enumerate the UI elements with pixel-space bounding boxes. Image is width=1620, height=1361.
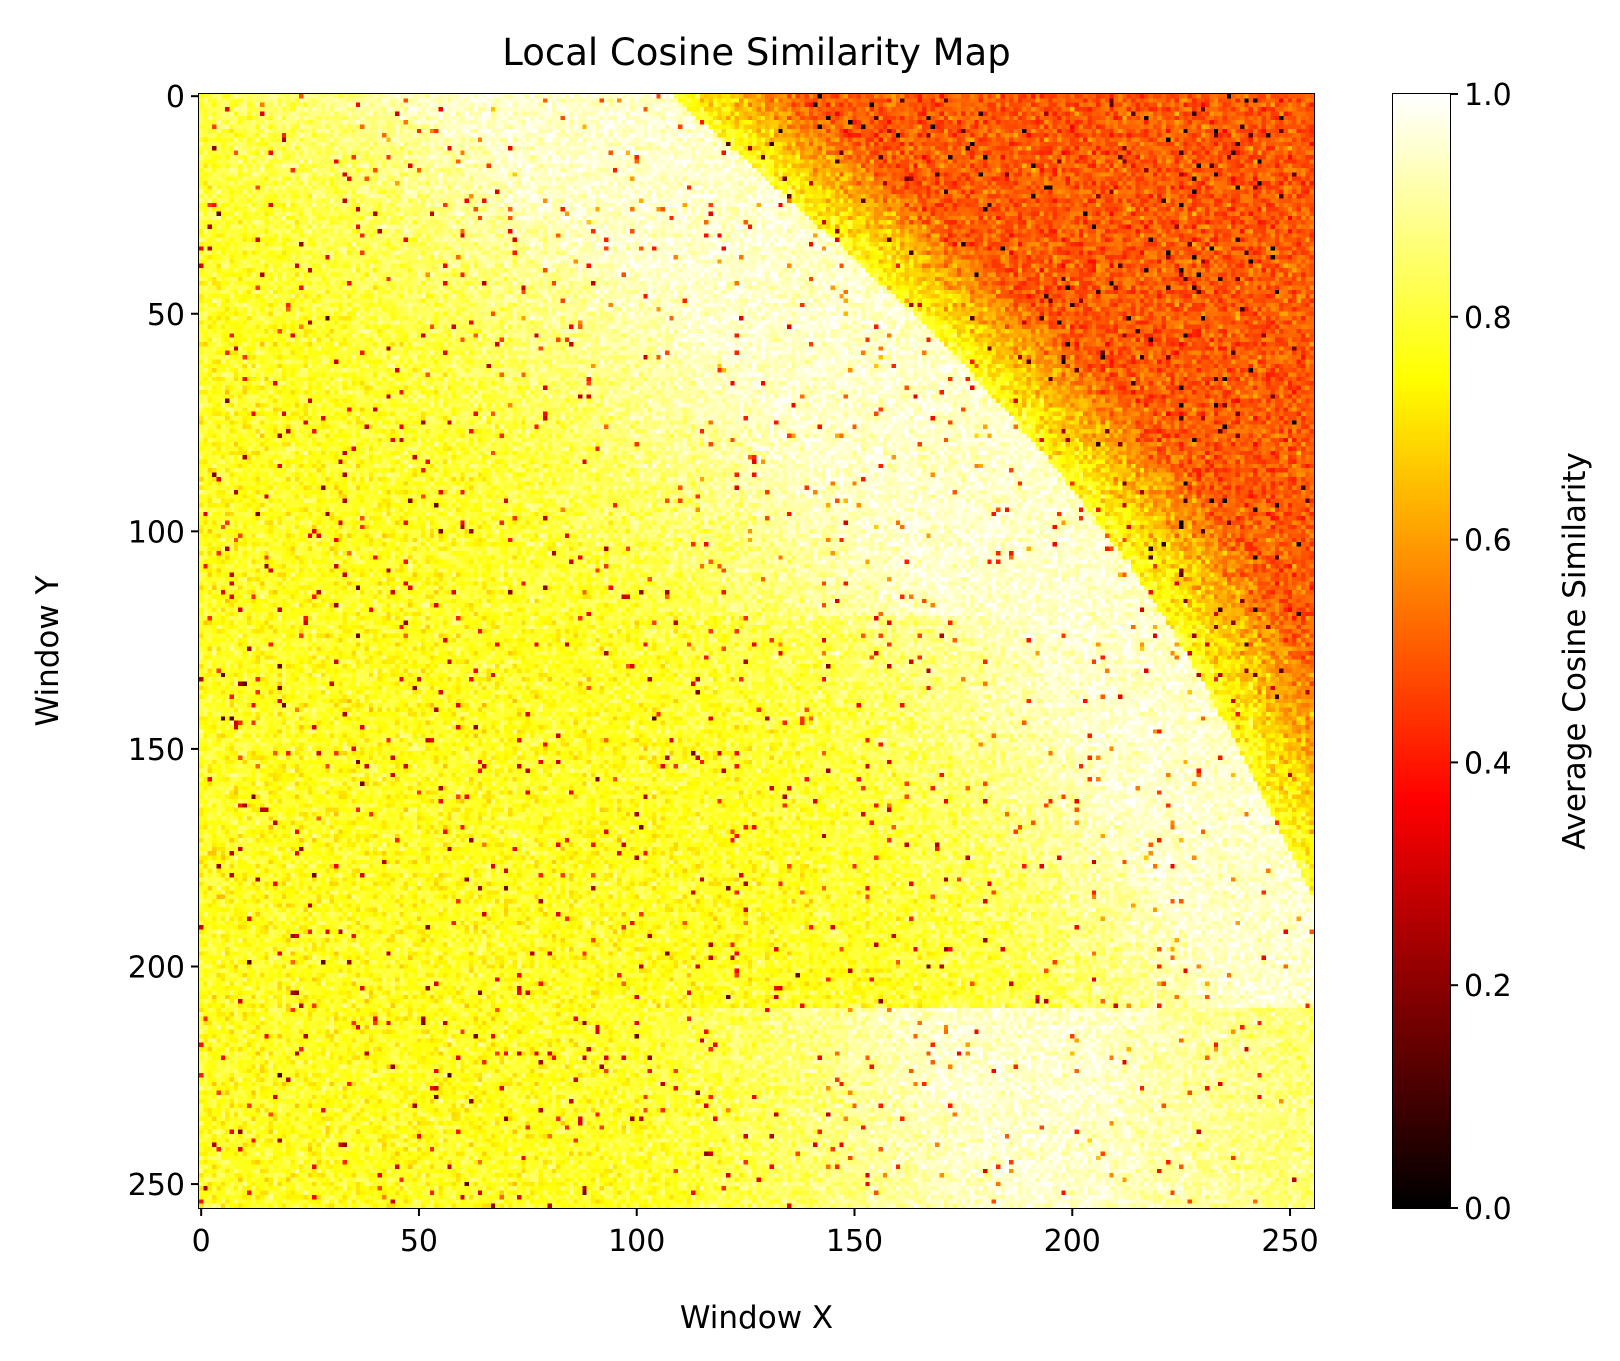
chart-title: Local Cosine Similarity Map bbox=[502, 31, 1010, 74]
colorbar-label: Average Cosine Similarity bbox=[1557, 452, 1593, 850]
y-axis-label: Window Y bbox=[30, 575, 66, 726]
x-axis-label: Window X bbox=[680, 1300, 833, 1336]
colorbar-tick-label: 0.8 bbox=[1464, 301, 1512, 336]
y-tick-label: 0 bbox=[166, 80, 185, 115]
y-tick-label: 100 bbox=[128, 515, 185, 550]
y-tick-label: 50 bbox=[147, 298, 185, 333]
colorbar-tick-label: 1.0 bbox=[1464, 78, 1512, 113]
colorbar-gradient bbox=[1393, 94, 1450, 1208]
y-tick-label: 200 bbox=[128, 950, 185, 985]
x-tick-label: 200 bbox=[1044, 1224, 1101, 1259]
heatmap-image bbox=[199, 94, 1314, 1208]
x-tick-label: 250 bbox=[1261, 1224, 1318, 1259]
colorbar-tick-label: 0.0 bbox=[1464, 1192, 1512, 1227]
x-tick-label: 50 bbox=[400, 1224, 438, 1259]
colorbar-tick-label: 0.2 bbox=[1464, 969, 1512, 1004]
x-tick-label: 150 bbox=[826, 1224, 883, 1259]
y-tick-label: 250 bbox=[128, 1168, 185, 1203]
y-tick-label: 150 bbox=[128, 733, 185, 768]
colorbar-tick-label: 0.4 bbox=[1464, 746, 1512, 781]
x-tick-label: 0 bbox=[192, 1224, 211, 1259]
colorbar-tick-label: 0.6 bbox=[1464, 524, 1512, 559]
x-tick-label: 100 bbox=[608, 1224, 665, 1259]
